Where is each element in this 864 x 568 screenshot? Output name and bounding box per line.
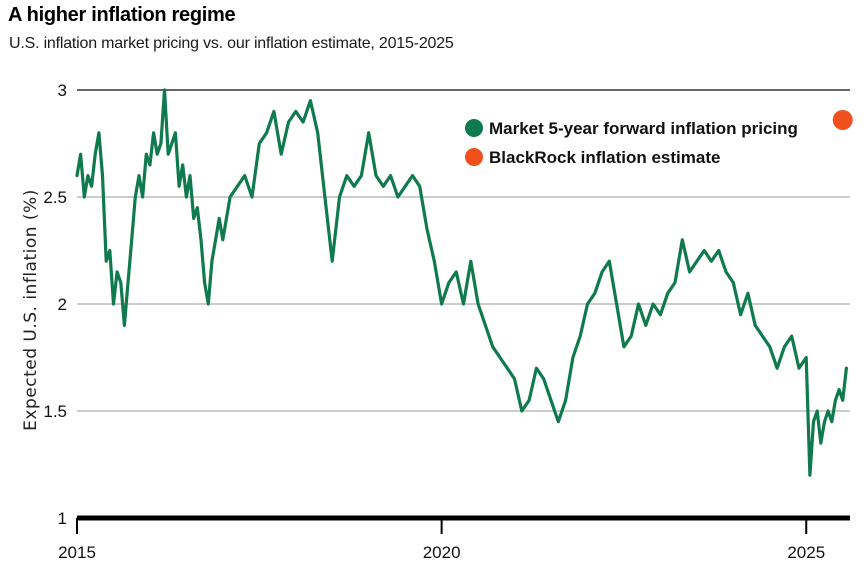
y-axis-title: Expected U.S. inflation (%) xyxy=(21,189,41,431)
y-tick-label: 3 xyxy=(58,81,67,100)
x-tick-label: 2020 xyxy=(423,543,461,562)
y-tick-label: 1.5 xyxy=(43,402,67,421)
legend-label: BlackRock inflation estimate xyxy=(489,148,720,167)
x-axis: 2015 2020 2025 xyxy=(58,515,850,562)
x-tick-label: 2025 xyxy=(787,543,825,562)
y-tick-label: 2.5 xyxy=(43,188,67,207)
y-tick-label: 2 xyxy=(58,295,67,314)
series-layer xyxy=(75,88,853,477)
y-axis-ticks: 1 1.5 2 2.5 3 xyxy=(43,81,67,528)
legend-label: Market 5-year forward inflation pricing xyxy=(489,119,798,138)
gridlines xyxy=(77,89,850,412)
blackrock-estimate-point xyxy=(832,109,853,130)
legend-marker xyxy=(465,119,483,137)
x-tick-label: 2015 xyxy=(58,543,96,562)
chart-subtitle: U.S. inflation market pricing vs. our in… xyxy=(9,35,454,52)
legend-marker xyxy=(465,148,483,166)
market-inflation-line xyxy=(75,88,848,477)
chart-title: A higher inflation regime xyxy=(8,4,236,26)
y-tick-label: 1 xyxy=(58,509,67,528)
legend: Market 5-year forward inflation pricing B… xyxy=(465,119,798,167)
